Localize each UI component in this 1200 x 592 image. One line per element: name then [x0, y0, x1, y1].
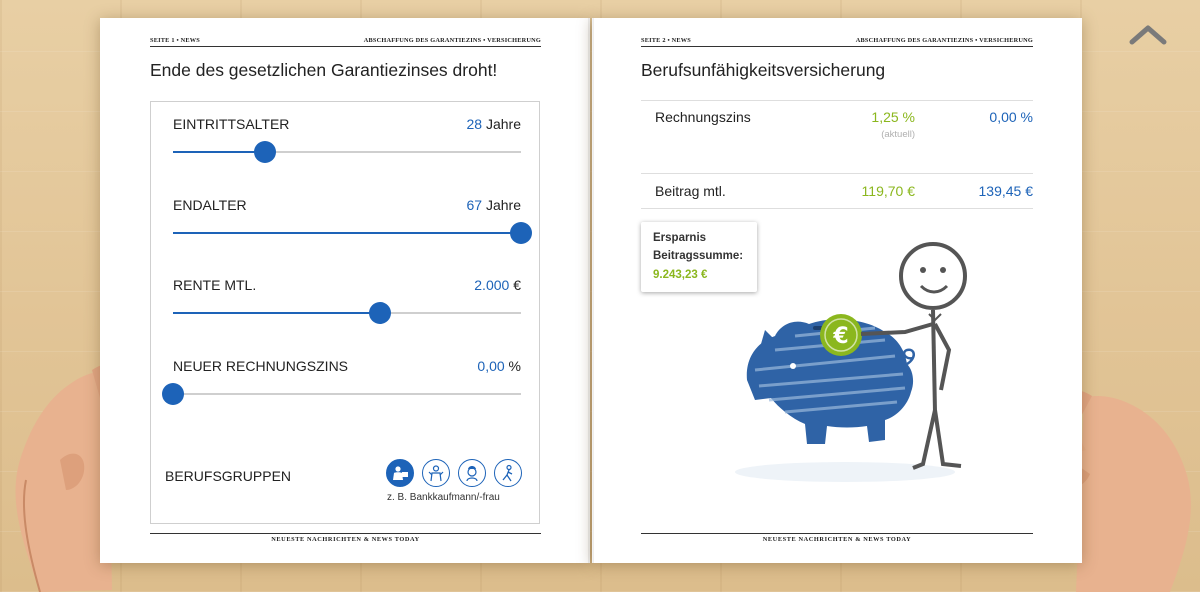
slider-value-number: 28: [466, 116, 483, 132]
premium-current: 119,70 €: [861, 183, 915, 199]
slider-entry-age: EINTRITTSALTER 28 Jahre: [173, 116, 522, 163]
slider-value-number: 0,00: [477, 358, 505, 374]
slider-handle[interactable]: [162, 383, 184, 405]
book-gutter: [588, 18, 594, 563]
slider-monthly-pension: RENTE MTL. 2.000 €: [173, 277, 521, 324]
slider-value: 0,00 %: [477, 358, 521, 374]
left-header-page-label: SEITE 1 • NEWS: [150, 37, 200, 44]
svg-text:€: €: [832, 324, 848, 349]
slider-handle[interactable]: [254, 141, 277, 163]
slider-value: 67 Jahre: [467, 197, 522, 213]
slider-track[interactable]: [173, 141, 521, 163]
slider-fill: [173, 232, 521, 234]
physical-worker-icon[interactable]: [494, 459, 522, 487]
slider-value-unit: Jahre: [485, 116, 521, 132]
slider-end-age: ENDALTER 67 Jahre: [173, 197, 532, 244]
slider-handle[interactable]: [369, 302, 392, 324]
comparison-table: Rechnungszins 1,25 % (aktuell) 0,00 % Be…: [641, 100, 1033, 210]
premium-new: 139,45 €: [978, 183, 1034, 199]
tooltip-line2: Beitragssumme:: [653, 250, 744, 262]
calculator-panel: EINTRITTSALTER 28 Jahre ENDALTER 67 Jahr…: [150, 101, 540, 524]
slider-value-unit: %: [508, 358, 521, 374]
slider-track[interactable]: [162, 383, 521, 405]
right-header-section: ABSCHAFFUNG DES GARANTIEZINS • VERSICHER…: [855, 37, 1033, 44]
table-divider: [641, 173, 1033, 174]
right-header-page-label: SEITE 2 • NEWS: [641, 37, 691, 44]
slider-fill: [173, 151, 266, 153]
savings-tooltip: Ersparnis Beitragssumme: 9.243,23 €: [641, 222, 757, 292]
left-header-section: ABSCHAFFUNG DES GARANTIEZINS • VERSICHER…: [363, 37, 541, 44]
slider-label: EINTRITTSALTER: [173, 116, 290, 132]
table-divider: [641, 208, 1033, 209]
profession-icon-group: [386, 459, 526, 491]
right-page-title: Berufsunfähigkeitsversicherung: [641, 60, 886, 80]
slider-track[interactable]: [173, 302, 521, 324]
interest-current-note: (aktuell): [881, 129, 915, 140]
tooltip-line1: Ersparnis: [653, 232, 707, 244]
office-worker-icon[interactable]: [386, 459, 414, 487]
tooltip-value: 9.243,23 €: [653, 269, 708, 281]
slider-label: NEUER RECHNUNGSZINS: [173, 358, 349, 374]
row-label-premium: Beitrag mtl.: [655, 183, 726, 199]
left-running-header: SEITE 1 • NEWS ABSCHAFFUNG DES GARANTIEZ…: [150, 37, 541, 47]
slider-value-number: 2.000: [474, 277, 510, 293]
nurse-icon[interactable]: [458, 459, 486, 487]
slider-value: 28 Jahre: [467, 116, 522, 132]
slider-value-unit: €: [513, 277, 521, 293]
slider-label: RENTE MTL.: [173, 277, 257, 293]
slider-value: 2.000 €: [474, 277, 521, 293]
slider-track[interactable]: [173, 222, 532, 244]
slider-value-unit: Jahre: [485, 197, 521, 213]
profession-caption: z. B. Bankkaufmann/-frau: [387, 492, 500, 503]
slider-label: ENDALTER: [173, 197, 247, 213]
interest-new: 0,00 %: [989, 109, 1033, 125]
left-page-footer: NEUESTE NACHRICHTEN & NEWS TODAY: [150, 533, 541, 546]
slider-new-interest-rate: NEUER RECHNUNGSZINS 0,00 %: [162, 358, 521, 405]
table-divider: [641, 100, 1033, 101]
right-page-footer: NEUESTE NACHRICHTEN & NEWS TODAY: [641, 533, 1033, 546]
left-page-title: Ende des gesetzlichen Garantiezinses dro…: [150, 60, 498, 80]
chevron-up-icon[interactable]: [1128, 22, 1168, 46]
piggy-bank-illustration: €: [735, 242, 967, 482]
right-running-header: SEITE 2 • NEWS ABSCHAFFUNG DES GARANTIEZ…: [641, 37, 1033, 47]
interest-current: 1,25 %: [871, 109, 915, 125]
professions-label: BERUFSGRUPPEN: [165, 468, 292, 484]
slider-handle[interactable]: [510, 222, 532, 244]
slider-fill: [173, 312, 381, 314]
craftsman-icon[interactable]: [422, 459, 450, 487]
row-label-interest: Rechnungszins: [655, 109, 751, 125]
slider-value-number: 67: [466, 197, 483, 213]
